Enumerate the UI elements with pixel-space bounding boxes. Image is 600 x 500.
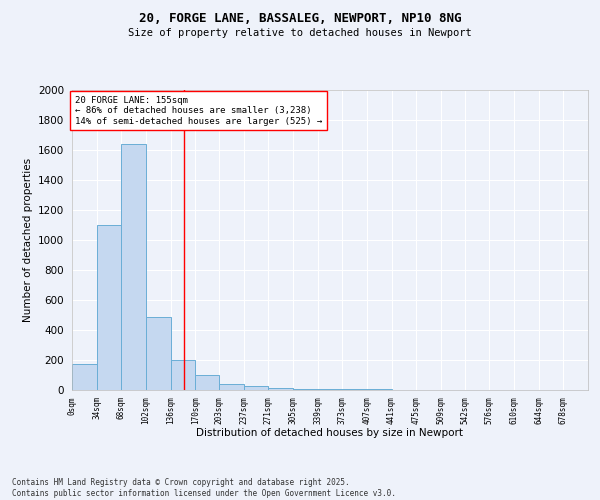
- Bar: [146, 316, 170, 390]
- Text: Size of property relative to detached houses in Newport: Size of property relative to detached ho…: [128, 28, 472, 38]
- Bar: [343, 389, 367, 390]
- Text: Contains HM Land Registry data © Crown copyright and database right 2025.
Contai: Contains HM Land Registry data © Crown c…: [12, 478, 396, 498]
- Bar: [367, 389, 392, 390]
- Bar: [317, 389, 343, 390]
- Bar: [195, 375, 219, 390]
- Bar: [121, 144, 146, 390]
- Bar: [219, 384, 244, 390]
- Text: 20, FORGE LANE, BASSALEG, NEWPORT, NP10 8NG: 20, FORGE LANE, BASSALEG, NEWPORT, NP10 …: [139, 12, 461, 26]
- Bar: [72, 364, 97, 390]
- X-axis label: Distribution of detached houses by size in Newport: Distribution of detached houses by size …: [197, 428, 464, 438]
- Bar: [170, 360, 195, 390]
- Text: 20 FORGE LANE: 155sqm
← 86% of detached houses are smaller (3,238)
14% of semi-d: 20 FORGE LANE: 155sqm ← 86% of detached …: [75, 96, 322, 126]
- Bar: [293, 388, 317, 390]
- Bar: [97, 225, 121, 390]
- Y-axis label: Number of detached properties: Number of detached properties: [23, 158, 32, 322]
- Bar: [268, 388, 293, 390]
- Bar: [244, 386, 268, 390]
